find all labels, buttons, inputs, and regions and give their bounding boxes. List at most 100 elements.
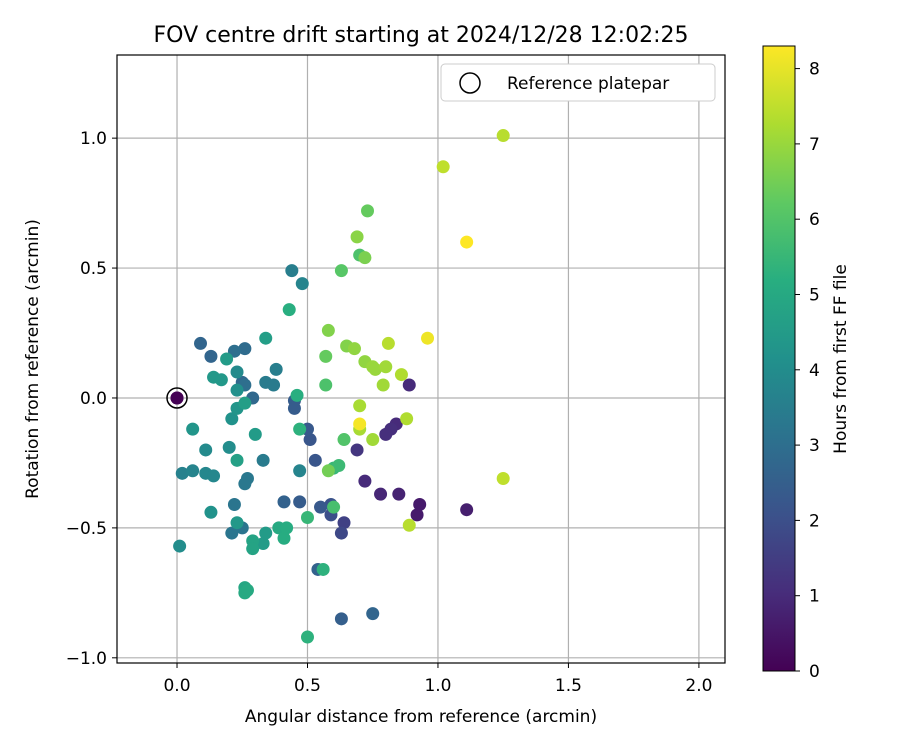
colorbar-tick-label: 0 xyxy=(809,662,820,682)
data-point xyxy=(379,427,393,441)
colorbar-tick-label: 1 xyxy=(809,587,820,607)
data-point xyxy=(238,342,252,356)
data-point xyxy=(334,264,348,278)
data-point xyxy=(353,417,367,431)
data-point xyxy=(256,536,270,550)
data-point xyxy=(334,612,348,626)
data-point xyxy=(293,464,307,478)
x-tick-label: 0.5 xyxy=(294,676,321,696)
colorbar-tick-label: 7 xyxy=(809,135,820,155)
data-point xyxy=(316,562,330,576)
data-point xyxy=(319,349,333,363)
data-point xyxy=(350,443,364,457)
data-point xyxy=(267,378,281,392)
data-point xyxy=(327,500,341,514)
data-point xyxy=(173,539,187,553)
data-points xyxy=(170,129,510,644)
data-point xyxy=(410,508,424,522)
x-axis-label: Angular distance from reference (arcmin) xyxy=(245,707,597,727)
y-tick-label: 0.0 xyxy=(80,389,107,409)
data-point xyxy=(421,331,435,345)
data-point xyxy=(392,487,406,501)
data-point xyxy=(204,349,218,363)
data-point xyxy=(350,230,364,244)
data-point xyxy=(186,422,200,436)
data-point xyxy=(238,477,252,491)
data-point xyxy=(379,360,393,374)
data-point xyxy=(319,378,333,392)
data-point xyxy=(290,388,304,402)
data-point xyxy=(460,235,474,249)
data-point xyxy=(353,399,367,413)
y-axis-label: Rotation from reference (arcmin) xyxy=(23,219,43,499)
data-point xyxy=(376,378,390,392)
data-point xyxy=(413,498,427,512)
data-point xyxy=(496,129,510,143)
data-point xyxy=(225,526,239,540)
x-tick-label: 2.0 xyxy=(685,676,712,696)
data-point xyxy=(496,472,510,486)
data-point xyxy=(366,433,380,447)
data-point xyxy=(207,469,221,483)
chart-title: FOV centre drift starting at 2024/12/28 … xyxy=(154,23,689,48)
colorbar: 0 1 2 3 4 5 6 7 8 Hours from first FF file xyxy=(762,45,851,682)
data-point xyxy=(366,607,380,621)
data-point xyxy=(222,440,236,454)
colorbar-label: Hours from first FF file xyxy=(831,264,851,454)
legend-label: Reference platepar xyxy=(507,74,669,94)
data-point xyxy=(225,412,239,426)
data-point xyxy=(175,466,189,480)
colorbar-tick-label: 3 xyxy=(809,436,820,456)
x-tick-label: 1.0 xyxy=(424,676,451,696)
data-point xyxy=(402,378,416,392)
data-point xyxy=(358,474,372,488)
data-point xyxy=(460,503,474,517)
data-point xyxy=(277,531,291,545)
data-point xyxy=(303,433,317,447)
colorbar-tick-label: 8 xyxy=(809,60,820,80)
data-point xyxy=(321,464,335,478)
data-point xyxy=(230,453,244,467)
data-point xyxy=(287,401,301,415)
data-point xyxy=(347,342,361,356)
data-point xyxy=(248,427,262,441)
y-axis-ticks: −1.0 −0.5 0.0 0.5 1.0 xyxy=(66,129,117,669)
reference-point-ring xyxy=(166,387,188,409)
data-point xyxy=(332,459,346,473)
data-point xyxy=(259,526,273,540)
legend-marker-icon xyxy=(459,72,481,94)
data-point xyxy=(199,443,213,457)
colorbar-ticks: 0 1 2 3 4 5 6 7 8 xyxy=(795,60,820,682)
data-point xyxy=(259,331,273,345)
data-point xyxy=(400,412,414,426)
x-tick-label: 1.5 xyxy=(555,676,582,696)
y-tick-label: 0.5 xyxy=(80,259,107,279)
data-point xyxy=(295,277,309,291)
data-point xyxy=(204,505,218,519)
data-point xyxy=(285,264,299,278)
colorbar-gradient xyxy=(762,45,796,672)
reference-marker xyxy=(166,387,188,409)
data-point xyxy=(394,368,408,382)
data-point xyxy=(194,336,208,350)
x-tick-label: 0.0 xyxy=(163,676,190,696)
data-point xyxy=(269,362,283,376)
data-point xyxy=(358,251,372,265)
data-point xyxy=(227,498,241,512)
data-point xyxy=(220,352,234,366)
data-point xyxy=(300,630,314,644)
data-point xyxy=(361,204,375,218)
data-point xyxy=(314,500,328,514)
y-tick-label: 1.0 xyxy=(80,129,107,149)
data-point xyxy=(186,464,200,478)
data-point xyxy=(230,383,244,397)
data-point xyxy=(337,433,351,447)
data-point xyxy=(293,495,307,509)
data-point xyxy=(282,303,296,317)
y-tick-label: −1.0 xyxy=(66,649,107,669)
colorbar-tick-label: 5 xyxy=(809,285,820,305)
data-point xyxy=(230,516,244,530)
data-point xyxy=(337,516,351,530)
colorbar-tick-label: 4 xyxy=(809,361,820,381)
